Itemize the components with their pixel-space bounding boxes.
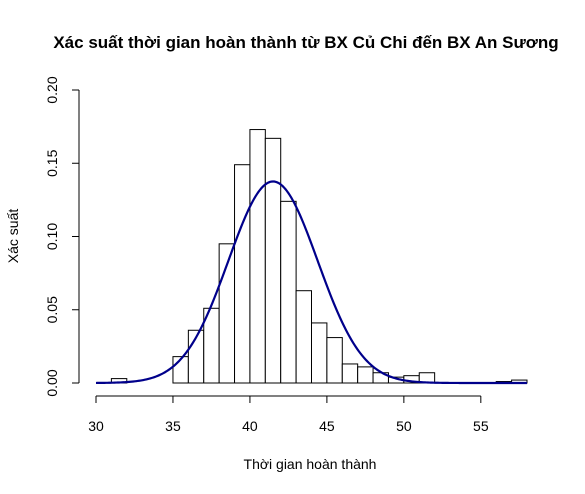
x-tick-label-0: 30: [88, 418, 104, 434]
histogram-bar-5: [234, 164, 251, 384]
x-tick-label-4: 50: [396, 418, 412, 434]
y-tick-label-4: 0.20: [44, 76, 60, 103]
x-tick-label-5: 55: [473, 418, 489, 434]
chart-title: Xác suất thời gian hoàn thành từ BX Củ C…: [53, 33, 558, 52]
y-axis: 0.00 0.05 0.10 0.15 0.20: [44, 76, 80, 397]
histogram-bar-11: [326, 337, 343, 384]
y-tick-label-3: 0.15: [44, 149, 60, 176]
histogram-bar-7: [264, 137, 282, 384]
x-axis-label: Thời gian hoàn thành: [244, 456, 377, 472]
histogram-bar-10: [311, 322, 328, 384]
histogram-bar-8: [280, 200, 297, 384]
y-tick-label-2: 0.10: [44, 223, 60, 250]
histogram-bar-6: [249, 129, 266, 384]
histogram-bar-9: [295, 290, 313, 384]
histogram-bar-13: [357, 366, 374, 384]
x-tick-label-3: 45: [319, 418, 335, 434]
histogram-bar-12: [341, 363, 359, 384]
x-tick-label-1: 35: [165, 418, 181, 434]
histogram-bars: [110, 129, 528, 384]
y-axis-label: Xác suất: [5, 209, 21, 264]
density-curve: [95, 180, 527, 385]
density-curve-layer: [95, 180, 527, 385]
y-tick-label-1: 0.05: [44, 296, 60, 323]
y-tick-label-0: 0.00: [44, 369, 60, 396]
x-tick-label-2: 40: [242, 418, 258, 434]
x-axis: 30 35 40 45 50 55: [88, 395, 489, 434]
